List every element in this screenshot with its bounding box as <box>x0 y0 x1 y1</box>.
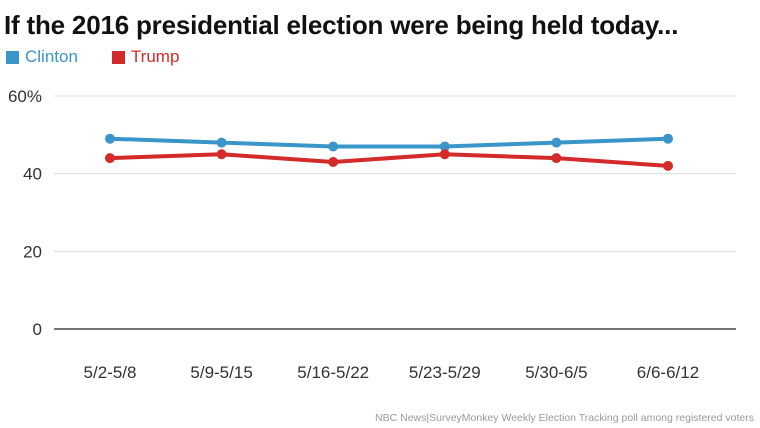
x-tick-label: 5/23-5/29 <box>409 363 481 382</box>
y-tick-label: 60% <box>8 87 42 106</box>
legend-item-trump: Trump <box>111 47 180 67</box>
chart-title: If the 2016 presidential election were b… <box>4 10 679 40</box>
legend-swatch-trump <box>111 50 125 64</box>
y-tick-label: 40 <box>23 165 42 184</box>
data-point-trump <box>663 160 673 171</box>
data-point-clinton <box>551 137 562 148</box>
data-point-clinton <box>328 141 339 152</box>
data-point-trump <box>328 157 339 168</box>
data-point-clinton <box>663 133 673 144</box>
data-point-clinton <box>105 133 115 144</box>
legend-swatch-clinton <box>6 50 19 64</box>
x-tick-label: 5/16-5/22 <box>297 363 369 382</box>
series-line-clinton <box>108 136 670 149</box>
data-point-trump <box>551 153 562 164</box>
x-tick-label: 5/9-5/15 <box>190 363 252 382</box>
data-point-trump <box>439 149 450 160</box>
x-tick-label: 6/6-6/12 <box>637 363 699 382</box>
x-tick-label: 5/30-6/5 <box>525 363 587 382</box>
series-line-trump <box>108 152 670 168</box>
legend: Clinton Trump <box>6 47 179 67</box>
legend-label-trump: Trump <box>130 47 180 66</box>
legend-label-clinton: Clinton <box>25 47 78 66</box>
y-tick-label: 20 <box>23 242 42 261</box>
legend-item-clinton: Clinton <box>6 47 78 67</box>
data-point-clinton <box>216 137 227 148</box>
y-tick-label: 0 <box>33 320 42 339</box>
data-point-trump <box>216 149 227 160</box>
data-point-clinton <box>439 141 450 152</box>
data-point-trump <box>105 153 115 164</box>
x-tick-label: 5/2-5/8 <box>84 363 137 382</box>
source-note: NBC News|SurveyMonkey Weekly Election Tr… <box>375 412 754 424</box>
